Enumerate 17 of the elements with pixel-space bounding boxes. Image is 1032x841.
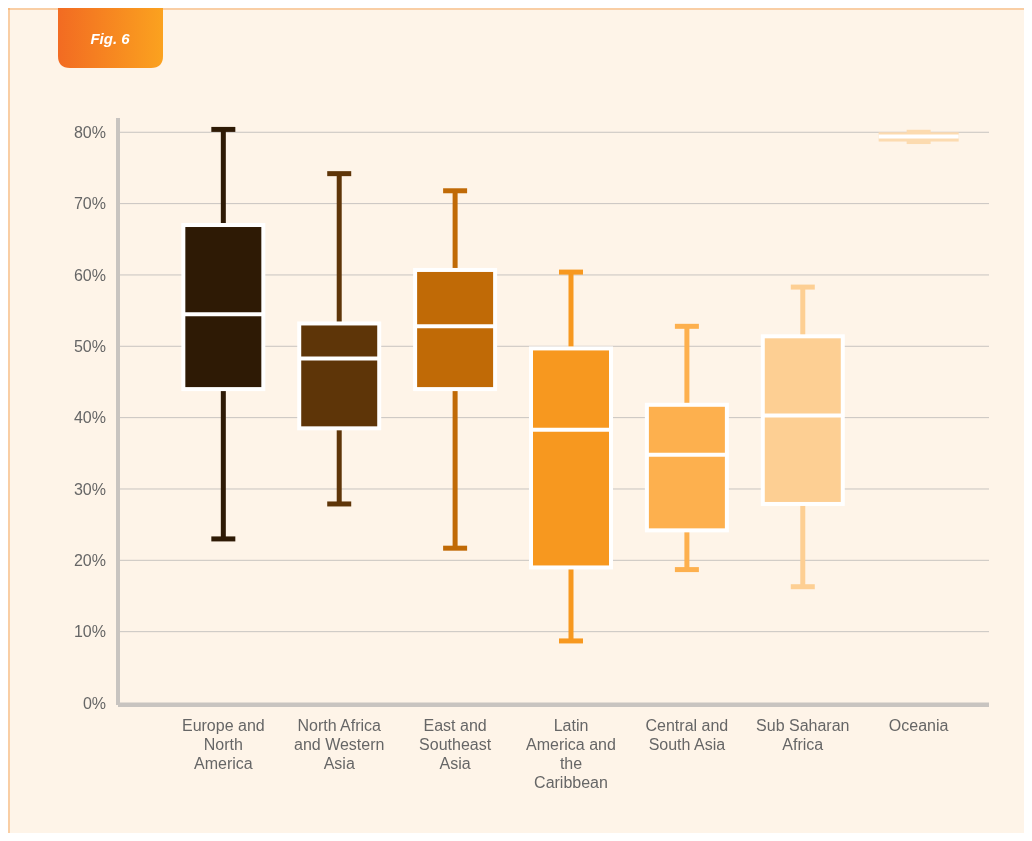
y-tick-label: 20%: [73, 551, 106, 569]
x-tick-label: Central and South Asia: [645, 717, 729, 753]
chart-title: Fig. 6: [90, 30, 131, 47]
y-tick-label: 50%: [73, 337, 106, 355]
x-tick-label: Europe and North America: [181, 717, 265, 772]
x-tick-label: Oceania: [888, 717, 949, 734]
y-tick-label: 0%: [82, 694, 106, 712]
y-tick-label: 70%: [73, 195, 106, 213]
x-tick-label: East and Southeast Asia: [419, 717, 492, 772]
x-tick-label: North Africa and Western Asia: [294, 717, 385, 772]
y-tick-label: 40%: [73, 409, 106, 427]
x-tick-label: Latin America and the Caribbean: [526, 717, 616, 791]
y-tick-label: 10%: [73, 623, 106, 641]
y-tick-label: 60%: [73, 266, 106, 284]
y-tick-label: 80%: [73, 123, 106, 141]
y-tick-label: 30%: [73, 480, 106, 498]
x-tick-label: Sub Saharan Africa: [756, 717, 850, 753]
